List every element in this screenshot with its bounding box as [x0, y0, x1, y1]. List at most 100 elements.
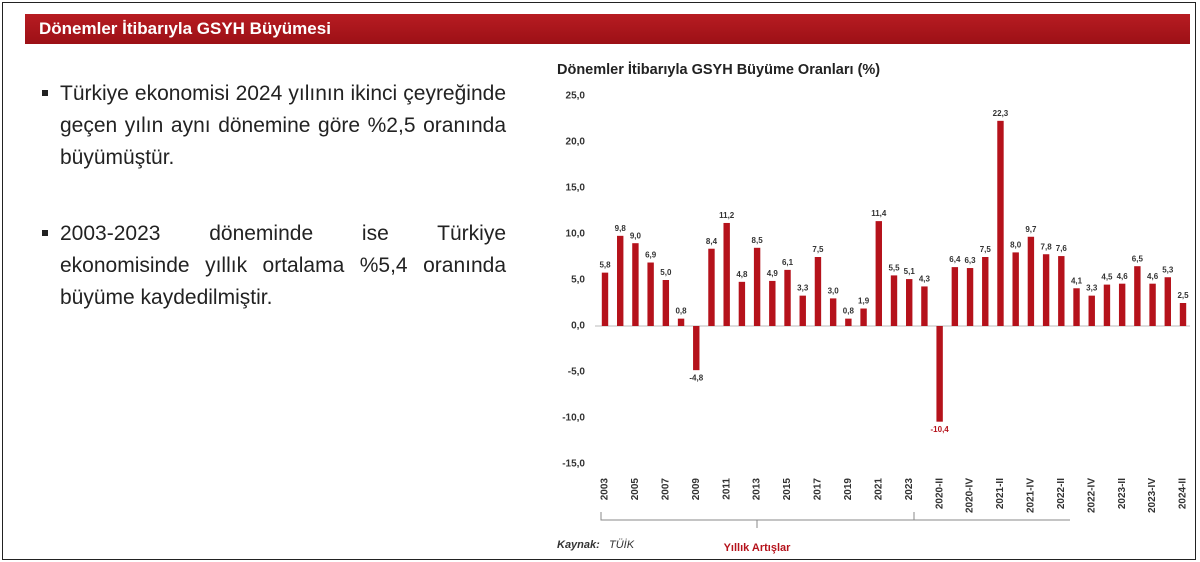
y-tick-label: 15,0	[566, 183, 586, 194]
value-label: 6,4	[949, 255, 961, 264]
value-label: 4,6	[1117, 272, 1129, 281]
bar	[982, 257, 989, 326]
bracket	[600, 512, 1070, 521]
bar	[617, 235, 624, 326]
bar	[814, 257, 822, 326]
bar	[921, 286, 928, 326]
bar	[1134, 266, 1141, 326]
bar	[1179, 303, 1187, 326]
value-label: 7,5	[980, 245, 992, 254]
value-label: 5,8	[599, 261, 611, 270]
value-label: 6,3	[964, 256, 976, 265]
x-tick-label: 2022-II	[1056, 478, 1067, 509]
y-tick-label: 5,0	[571, 275, 585, 286]
bullet: 2003-2023 döneminde ise Türkiye ekonomis…	[42, 218, 506, 314]
bar	[875, 221, 882, 326]
bar	[860, 308, 867, 326]
source: TÜİK	[609, 539, 635, 551]
bar	[890, 275, 898, 326]
value-label: 4,3	[919, 275, 931, 284]
bar	[1042, 254, 1050, 326]
bar	[997, 120, 1004, 326]
x-tick-label: 2023-II	[1117, 478, 1128, 509]
x-tick-label: 2011	[721, 478, 732, 500]
bar	[753, 247, 761, 326]
x-tick-label: 2020-IV	[965, 478, 976, 513]
x-tick-label: 2021	[873, 478, 884, 501]
bar	[799, 295, 806, 326]
bracket	[600, 512, 915, 528]
x-tick-label: 2005	[630, 478, 641, 501]
bar	[647, 262, 654, 326]
x-tick-label: 2023	[904, 478, 915, 501]
bar	[1118, 283, 1126, 326]
bar	[1027, 236, 1035, 326]
bar	[1164, 277, 1171, 326]
source-label: Kaynak:	[557, 539, 600, 551]
y-tick-label: -5,0	[568, 367, 586, 378]
y-tick-label: -10,0	[562, 413, 585, 424]
x-tick-label: 2013	[752, 478, 763, 501]
bar	[708, 248, 715, 326]
bar	[936, 326, 943, 422]
x-tick-label: 2023-IV	[1147, 478, 1158, 513]
bar	[845, 318, 852, 326]
bar	[1073, 288, 1080, 326]
value-label: 4,6	[1147, 272, 1159, 281]
value-label: 7,5	[812, 245, 824, 254]
value-label: 8,0	[1010, 241, 1022, 250]
bar	[1149, 283, 1156, 326]
bullet: Türkiye ekonomisi 2024 yılının ikinci çe…	[42, 78, 506, 174]
bar	[906, 279, 913, 326]
bar	[1012, 252, 1019, 326]
value-label: 11,2	[719, 211, 735, 220]
bar	[769, 280, 776, 326]
value-label: 4,8	[736, 270, 748, 279]
y-tick-label: 25,0	[566, 91, 586, 102]
value-label: 7,6	[1056, 244, 1068, 253]
value-label: 6,9	[645, 251, 657, 260]
x-tick-label: 2019	[843, 478, 854, 501]
bar	[738, 281, 746, 326]
x-tick-label: 2024-II	[1178, 478, 1189, 509]
value-label: -10,4	[931, 425, 950, 434]
annotation: Yıllık Artışlar	[724, 542, 792, 554]
bar	[677, 318, 685, 326]
value-label: 1,9	[858, 297, 870, 306]
bar	[1088, 295, 1095, 326]
value-label: 6,5	[1132, 254, 1144, 263]
x-tick-label: 2015	[782, 478, 793, 501]
value-label: 0,8	[675, 307, 687, 316]
value-label: 3,3	[797, 284, 809, 293]
y-tick-label: 20,0	[566, 137, 586, 148]
x-tick-label: 2007	[660, 478, 671, 501]
value-label: 4,1	[1071, 276, 1083, 285]
value-label: 8,5	[752, 236, 764, 245]
x-tick-label: 2021-II	[995, 478, 1006, 509]
bar	[966, 268, 974, 326]
value-label: 9,8	[615, 224, 627, 233]
x-tick-label: 2022-IV	[1086, 478, 1097, 513]
value-label: 5,1	[904, 267, 916, 276]
header-title: Dönemler İtibarıyla GSYH Büyümesi	[25, 14, 1190, 44]
y-tick-label: 0,0	[571, 321, 585, 332]
x-tick-label: 2009	[691, 478, 702, 501]
value-label: 4,5	[1101, 273, 1113, 282]
bar	[723, 222, 730, 326]
x-tick-label: 2020-II	[934, 478, 945, 509]
bar	[693, 326, 700, 371]
value-label: 4,9	[767, 269, 779, 278]
bar	[601, 272, 609, 326]
bar	[1058, 256, 1065, 326]
value-label: 5,3	[1162, 265, 1174, 274]
value-label: -4,8	[689, 373, 703, 382]
bar	[784, 269, 791, 326]
y-tick-label: -15,0	[562, 459, 585, 470]
y-tick-label: 10,0	[566, 229, 586, 240]
value-label: 5,5	[888, 264, 900, 273]
bar	[662, 280, 670, 326]
bar	[951, 267, 959, 326]
